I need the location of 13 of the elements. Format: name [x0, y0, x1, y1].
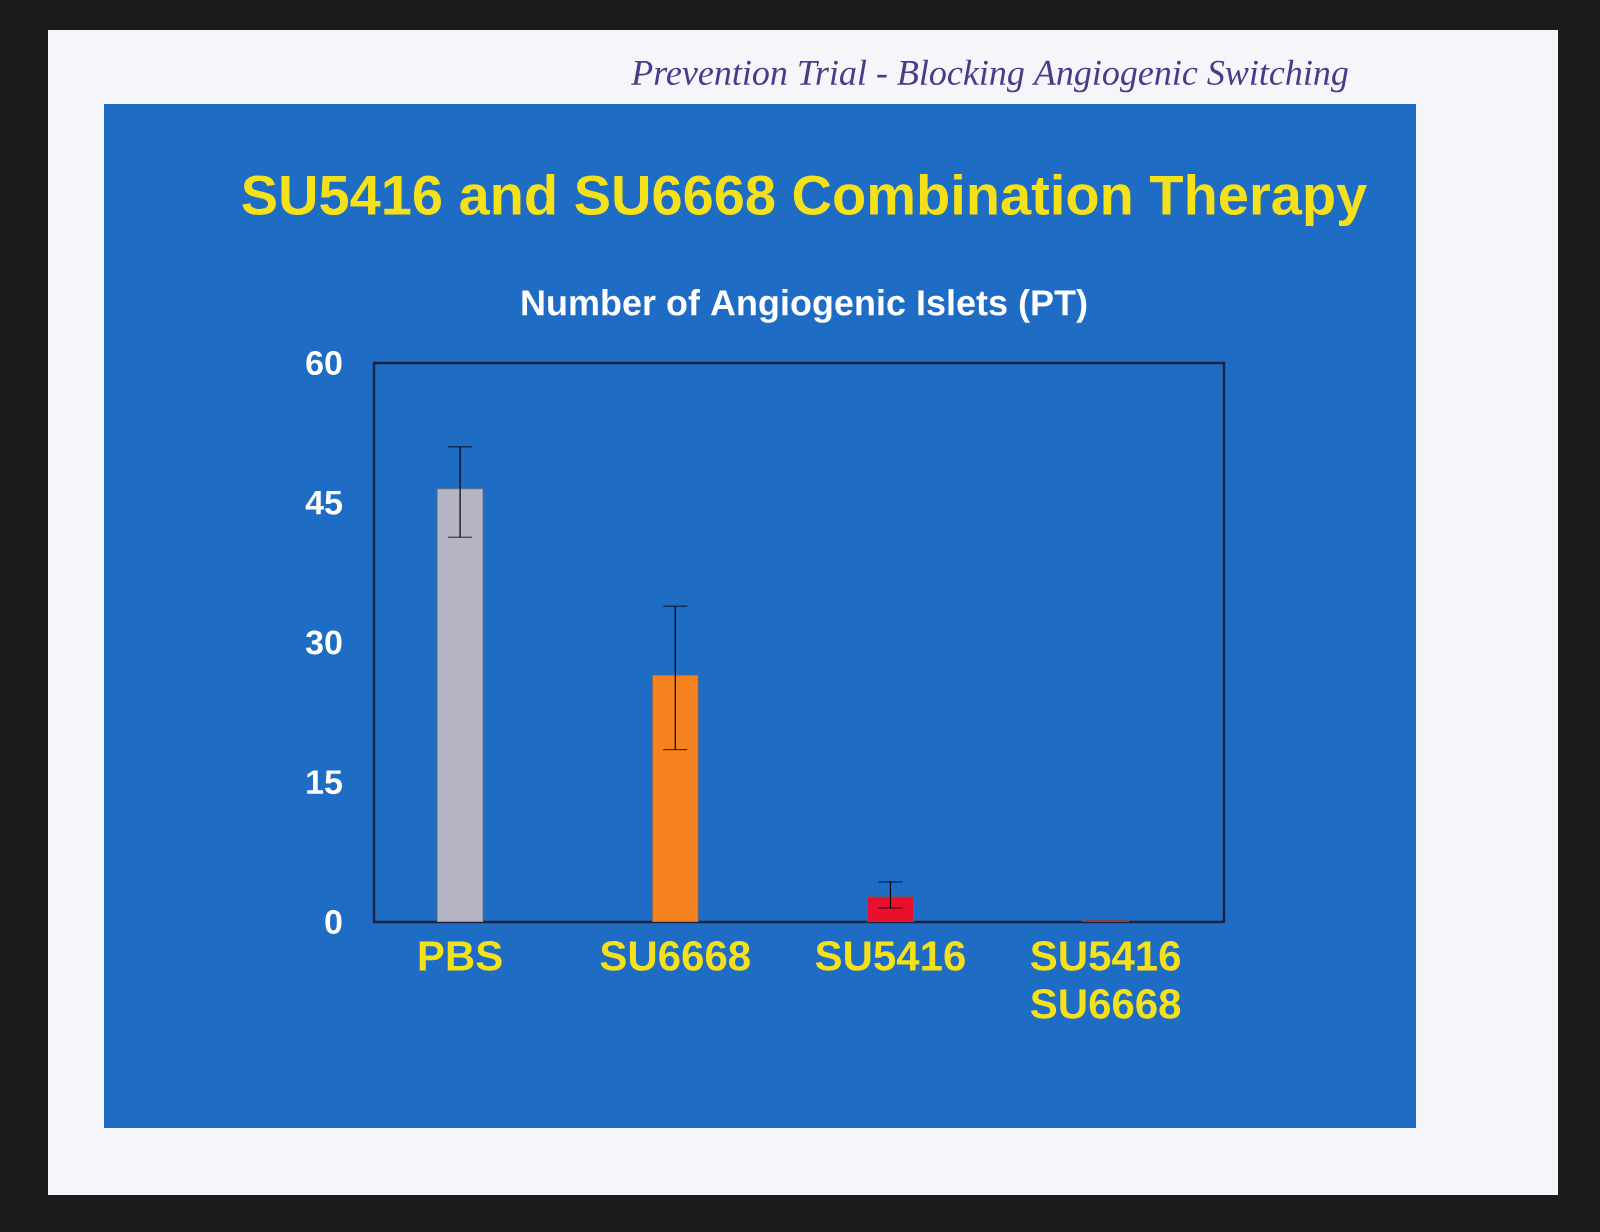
y-tick-label: 30	[305, 630, 342, 655]
x-tick-label: SU5416	[815, 941, 965, 971]
chart-title: SU5416 and SU6668 Combination Therapy	[242, 173, 1367, 227]
bar	[436, 488, 484, 922]
y-tick-label: 0	[325, 909, 342, 935]
y-tick-label: 60	[306, 350, 342, 376]
y-tick-label: 45	[305, 490, 342, 515]
x-tick-label: SU5416 SU6668	[1030, 941, 1181, 1019]
x-tick-label: PBS	[419, 941, 502, 971]
chart-subtitle: Number of Angiogenic Islets (PT)	[522, 289, 1087, 323]
text: Prevention Trial - Blocking Angiogenic Switching	[631, 59, 1348, 93]
y-tick-label: 15	[307, 770, 342, 795]
x-tick-label: SU6668	[600, 941, 750, 971]
